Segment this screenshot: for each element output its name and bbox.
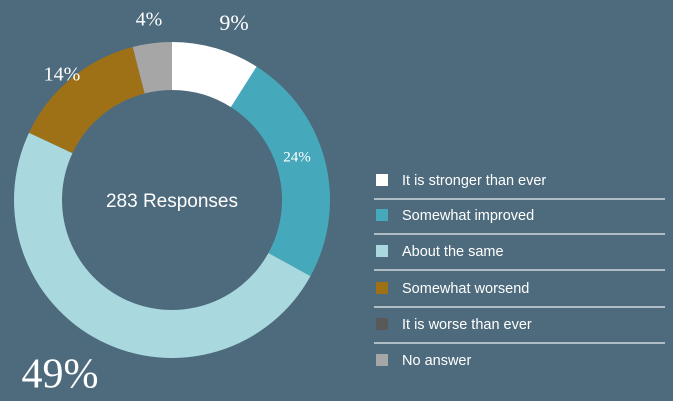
- legend-label: Somewhat improved: [402, 208, 534, 224]
- donut-slice: [132, 42, 172, 94]
- legend-label: It is stronger than ever: [402, 173, 546, 189]
- legend-swatch: [376, 245, 388, 257]
- donut-slice: [172, 42, 257, 108]
- donut-slice: [14, 132, 311, 358]
- donut-slice: [29, 46, 145, 154]
- legend-swatch: [376, 282, 388, 294]
- slice-label: 4%: [136, 9, 163, 31]
- center-label: 283 Responses: [106, 191, 238, 212]
- legend-label: No answer: [402, 353, 471, 369]
- slice-label: 24%: [283, 149, 311, 165]
- legend-swatch: [376, 174, 388, 186]
- legend-swatch: [376, 318, 388, 330]
- legend-label: Somewhat worsend: [402, 281, 529, 297]
- donut-slice: [230, 66, 330, 277]
- legend-label: About the same: [402, 244, 504, 260]
- legend-swatch: [376, 354, 388, 366]
- slice-label: 9%: [219, 10, 248, 35]
- slice-label: 14%: [44, 64, 81, 86]
- legend-swatch: [376, 209, 388, 221]
- slice-label: 49%: [22, 352, 99, 398]
- legend-label: It is worse than ever: [402, 317, 532, 333]
